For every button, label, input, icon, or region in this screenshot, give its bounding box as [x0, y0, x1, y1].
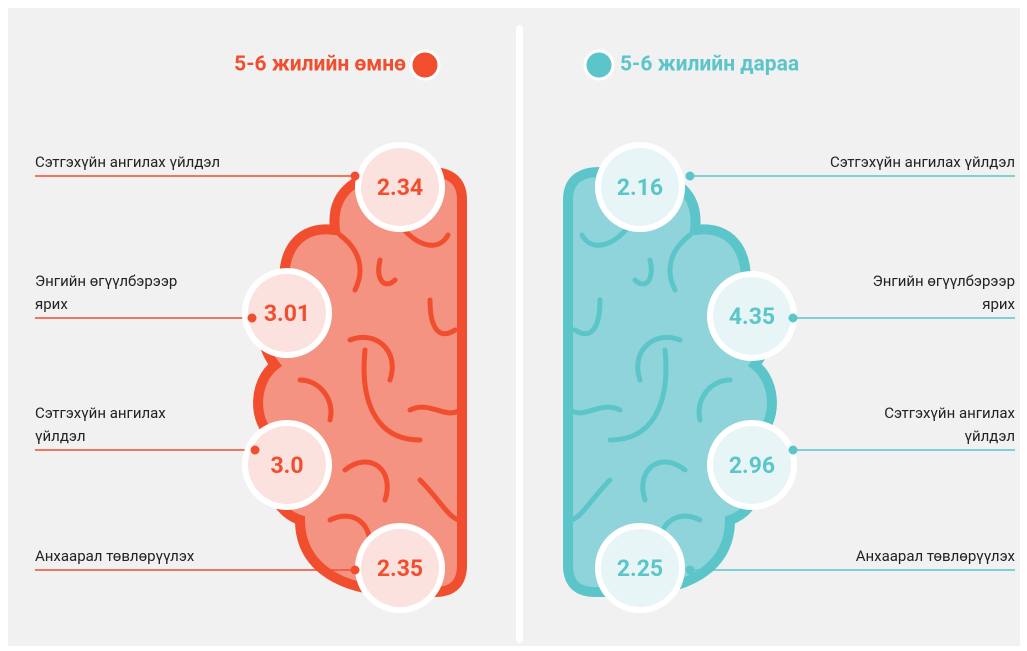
item-label: Анхаарал төвлөрүүлэх [35, 547, 195, 565]
item-label: Сэтгэхүйн ангилах үйлдэл [35, 153, 220, 171]
value-circle [355, 142, 445, 232]
item-label: ярих [982, 295, 1015, 313]
divider [516, 25, 523, 643]
value-circle [242, 268, 332, 358]
item-label: үйлдэл [964, 427, 1015, 445]
leader-dot [350, 565, 360, 575]
leader-dot [250, 445, 260, 455]
value-circle [242, 420, 332, 510]
item-label: ярих [35, 295, 68, 313]
leader-dot [685, 565, 695, 575]
value-circle [595, 142, 685, 232]
legend-dot [583, 49, 615, 81]
leader-dot [788, 313, 798, 323]
title-after: 5-6 жилийн дараа [620, 53, 799, 77]
item-label: Энгийн өгүүлбэрээр [35, 272, 177, 290]
item-value: 2.96 [729, 452, 775, 479]
item-value: 3.01 [264, 300, 310, 327]
item-label: Сэтгэхүйн ангилах [884, 404, 1015, 422]
value-circle [707, 420, 797, 510]
item-value: 3.0 [270, 452, 303, 479]
leader-dot [685, 171, 695, 181]
title-before: 5-6 жилийн өмнө [234, 53, 406, 77]
item-label: Сэтгэхүйн ангилах [35, 404, 166, 422]
legend-dot [409, 49, 441, 81]
item-label: Энгийн өгүүлбэрээр [873, 272, 1015, 290]
item-value: 2.35 [377, 555, 423, 582]
item-value: 4.35 [729, 303, 775, 330]
item-value: 2.25 [617, 555, 663, 582]
panel [8, 8, 1020, 646]
item-label: үйлдэл [35, 427, 86, 445]
leader-dot [247, 313, 257, 323]
value-circle [595, 523, 685, 613]
item-value: 2.16 [617, 174, 663, 201]
item-value: 2.34 [377, 174, 423, 201]
item-label: Сэтгэхүйн ангилах үйлдэл [830, 153, 1015, 171]
item-label: Анхаарал төвлөрүүлэх [856, 547, 1016, 565]
leader-dot [788, 445, 798, 455]
leader-dot [350, 171, 360, 181]
